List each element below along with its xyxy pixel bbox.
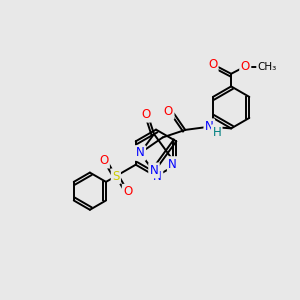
Text: N: N (205, 120, 214, 133)
Text: O: O (241, 59, 250, 73)
Text: N: N (168, 158, 177, 171)
Text: S: S (112, 170, 119, 183)
Text: H: H (212, 126, 221, 139)
Text: N: N (136, 146, 145, 160)
Text: CH₃: CH₃ (257, 61, 277, 72)
Text: N: N (150, 164, 158, 177)
Text: O: O (141, 108, 151, 121)
Text: O: O (123, 185, 133, 198)
Text: O: O (99, 154, 109, 167)
Text: O: O (208, 58, 217, 71)
Text: N: N (153, 170, 162, 184)
Text: O: O (164, 105, 173, 119)
